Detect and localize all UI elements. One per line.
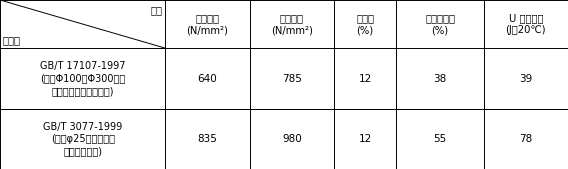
Text: 835: 835 xyxy=(198,134,218,144)
Text: GB/T 17107-1997
(直径Φ100～Φ300工件
热处理后本体性能要求): GB/T 17107-1997 (直径Φ100～Φ300工件 热处理后本体性能要… xyxy=(40,61,126,96)
Text: 抗拉强度
(N/mm²): 抗拉强度 (N/mm²) xyxy=(271,13,313,35)
Text: 延伸率
(%): 延伸率 (%) xyxy=(356,13,374,35)
Text: 38: 38 xyxy=(433,74,446,84)
Text: 39: 39 xyxy=(519,74,532,84)
Text: 980: 980 xyxy=(282,134,302,144)
Text: 屈服强度
(N/mm²): 屈服强度 (N/mm²) xyxy=(187,13,228,35)
Text: 640: 640 xyxy=(198,74,218,84)
Text: 断面收缩率
(%): 断面收缩率 (%) xyxy=(425,13,455,35)
Text: 785: 785 xyxy=(282,74,302,84)
Text: 55: 55 xyxy=(433,134,446,144)
Text: 78: 78 xyxy=(519,134,532,144)
Text: 标准号: 标准号 xyxy=(3,35,21,45)
Text: 12: 12 xyxy=(358,74,372,84)
Text: U 型冲击功
(J，20℃): U 型冲击功 (J，20℃) xyxy=(506,13,546,35)
Text: 项目: 项目 xyxy=(151,5,162,15)
Text: 12: 12 xyxy=(358,134,372,144)
Text: GB/T 3077-1999
(直径φ25小试样热处
理后性能要求): GB/T 3077-1999 (直径φ25小试样热处 理后性能要求) xyxy=(43,122,122,156)
